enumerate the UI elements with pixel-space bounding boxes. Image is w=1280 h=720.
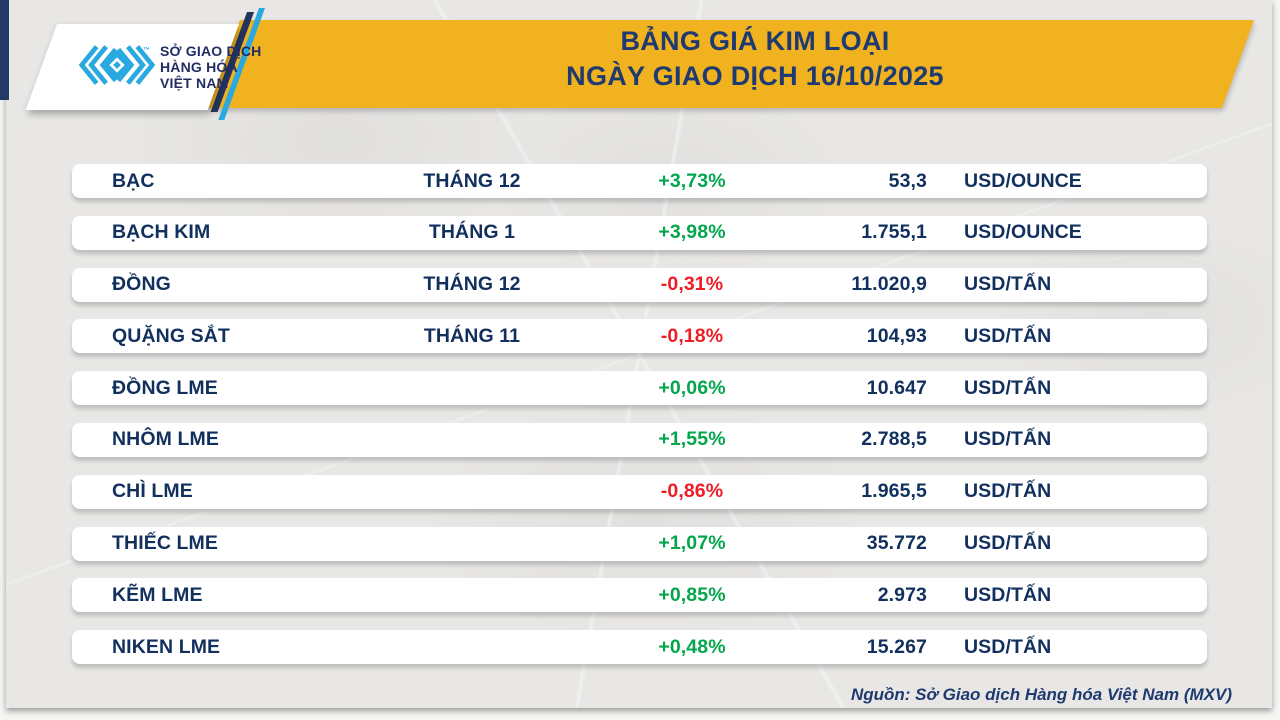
table-row: BẠCH KIM THÁNG 1 +3,98% 1.755,1 USD/OUNC… [72, 215, 1207, 250]
price-value: 2.973 [877, 583, 927, 606]
price-value: 2.788,5 [861, 428, 927, 451]
commodity-name: ĐỒNG [112, 273, 171, 296]
price-table: BẠC THÁNG 12 +3,73% 53,3 USD/OUNCE BẠCH … [72, 164, 1207, 682]
change-percent: +0,85% [658, 583, 726, 606]
commodity-name: CHÌ LME [112, 480, 193, 503]
commodity-name: NIKEN LME [112, 635, 221, 658]
logo-text-line3: VIỆT NAM [160, 75, 229, 92]
change-percent: -0,86% [660, 480, 724, 503]
price-unit: USD/TẤN [964, 273, 1052, 296]
price-value: 104,93 [866, 324, 927, 347]
trademark-symbol: ™ [143, 46, 150, 54]
commodity-name: BẠC [112, 169, 155, 192]
commodity-name: QUẶNG SẮT [112, 324, 230, 347]
table-row: BẠC THÁNG 12 +3,73% 53,3 USD/OUNCE [72, 164, 1207, 198]
commodity-name: THIẾC LME [112, 532, 218, 555]
table-row: NHÔM LME +1,55% 2.788,5 USD/TẤN [72, 422, 1207, 457]
price-value: 11.020,9 [851, 273, 927, 296]
commodity-name: BẠCH KIM [112, 221, 211, 244]
source-note: Nguồn: Sở Giao dịch Hàng hóa Việt Nam (M… [850, 685, 1232, 704]
table-row: CHÌ LME -0,86% 1.965,5 USD/TẤN [72, 474, 1207, 509]
contract-month: THÁNG 12 [423, 169, 521, 192]
table-row: KẼM LME +0,85% 2.973 USD/TẤN [72, 578, 1207, 613]
title-line2: NGÀY GIAO DỊCH 16/10/2025 [566, 61, 944, 91]
title-line1: BẢNG GIÁ KIM LOẠI [620, 26, 890, 56]
left-edge-accent [0, 0, 9, 100]
change-percent: +0,06% [658, 376, 726, 399]
logo-text-line1: SỞ GIAO DỊCH [160, 42, 262, 59]
commodity-name: NHÔM LME [112, 428, 219, 451]
page-title: BẢNG GIÁ KIM LOẠI NGÀY GIAO DỊCH 16/10/2… [330, 24, 1180, 94]
table-row: NIKEN LME +0,48% 15.267 USD/TẤN [72, 630, 1207, 665]
table-row: ĐỒNG THÁNG 12 -0,31% 11.020,9 USD/TẤN [72, 267, 1207, 302]
change-percent: -0,18% [660, 324, 724, 347]
price-value: 10.647 [866, 376, 927, 399]
price-unit: USD/TẤN [964, 376, 1052, 399]
change-percent: +0,48% [658, 635, 726, 658]
mxv-logo-text: SỞ GIAO DỊCH HÀNG HÓA VIỆT NAM [160, 43, 261, 91]
table-row: QUẶNG SẮT THÁNG 11 -0,18% 104,93 USD/TẤN [72, 319, 1207, 354]
change-percent: +1,07% [658, 532, 726, 555]
change-percent: -0,31% [660, 273, 724, 296]
price-value: 1.965,5 [861, 480, 927, 503]
price-value: 15.267 [866, 635, 927, 658]
mxv-chevrons-icon: ™ [78, 41, 156, 94]
change-percent: +3,73% [658, 169, 726, 192]
change-percent: +1,55% [658, 428, 726, 451]
price-unit: USD/TẤN [964, 324, 1052, 347]
table-row: THIẾC LME +1,07% 35.772 USD/TẤN [72, 526, 1207, 561]
price-value: 53,3 [888, 169, 927, 192]
contract-month: THÁNG 12 [423, 273, 521, 296]
price-value: 35.772 [866, 532, 927, 555]
commodity-name: KẼM LME [112, 583, 203, 606]
contract-month: THÁNG 1 [428, 221, 516, 244]
price-unit: USD/TẤN [964, 428, 1052, 451]
price-unit: USD/TẤN [964, 635, 1052, 658]
table-row: ĐỒNG LME +0,06% 10.647 USD/TẤN [72, 371, 1207, 406]
price-unit: USD/TẤN [964, 532, 1052, 555]
mxv-logo-card: ™ SỞ GIAO DỊCH HÀNG HÓA VIỆT NAM [25, 24, 261, 110]
price-unit: USD/OUNCE [964, 169, 1082, 192]
price-unit: USD/OUNCE [964, 221, 1082, 244]
commodity-name: ĐỒNG LME [112, 376, 218, 399]
price-value: 1.755,1 [861, 221, 927, 244]
price-unit: USD/TẤN [964, 583, 1052, 606]
logo-text-line2: HÀNG HÓA [160, 58, 238, 75]
mxv-logo: ™ SỞ GIAO DỊCH HÀNG HÓA VIỆT NAM [57, 24, 261, 110]
price-unit: USD/TẤN [964, 480, 1052, 503]
change-percent: +3,98% [658, 221, 726, 244]
contract-month: THÁNG 11 [423, 324, 521, 347]
